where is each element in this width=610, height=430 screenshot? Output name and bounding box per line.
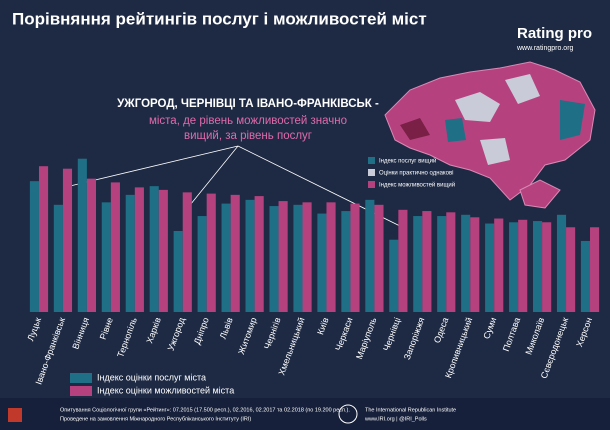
bar [101, 202, 111, 312]
bar [149, 186, 159, 312]
bar [422, 211, 432, 312]
bar [62, 168, 73, 312]
legend-label: Індекс оцінки можливостей міста [97, 385, 234, 395]
bar [29, 181, 39, 312]
map-region [480, 138, 510, 165]
bar [341, 211, 351, 312]
legend-label: Індекс оцінки послуг міста [97, 372, 206, 382]
annotation-heading: УЖГОРОД, ЧЕРНІВЦІ ТА ІВАНО-ФРАНКІВСЬК - [117, 98, 379, 110]
bar [221, 203, 231, 312]
footer-text: Проведене на замовлення Міжнародного Рес… [60, 416, 251, 422]
bar [269, 206, 279, 312]
bar [182, 192, 192, 312]
legend-swatch [70, 373, 92, 383]
bar [389, 239, 399, 312]
bar [437, 216, 447, 312]
footer-text: The International Republican Institute [365, 407, 456, 413]
footer-text: www.IRI.org | @IRI_Polls [364, 416, 427, 422]
map-region [505, 74, 540, 104]
bar [197, 216, 207, 312]
map-shape [519, 179, 561, 209]
bar [556, 214, 567, 312]
logo-url: www.ratingpro.org [516, 45, 574, 52]
map-legend-swatch [368, 169, 375, 176]
bar [158, 189, 168, 312]
bar [77, 158, 87, 312]
map [384, 61, 596, 209]
map-legend-label: Індекс можливостей вищий [379, 182, 455, 189]
bar [485, 223, 495, 312]
map-region [445, 118, 466, 142]
map-legend-swatch [368, 181, 375, 188]
bar [470, 217, 480, 312]
map-legend-swatch [368, 157, 375, 164]
bar [518, 219, 528, 312]
bar [134, 187, 144, 312]
bar [350, 203, 360, 312]
bar [206, 193, 216, 312]
bar [566, 227, 576, 312]
map-legend: Індекс послуг вищий Оцінки практично одн… [368, 157, 455, 189]
bar [494, 218, 504, 312]
bar [509, 222, 519, 312]
footer-text: Опитування Соціологічної групи «Рейтинг»… [60, 406, 350, 413]
bar [245, 199, 255, 312]
map-region [400, 118, 430, 140]
map-region [455, 92, 500, 122]
logo: Rating pro [517, 25, 592, 42]
annotation-text: міста, де рівень можливостей значно [149, 115, 347, 127]
bar [302, 202, 312, 312]
map-region [560, 100, 585, 140]
bar [374, 204, 384, 312]
bar [398, 209, 408, 312]
bar [365, 199, 375, 312]
bar [533, 221, 543, 312]
map-legend-label: Індекс послуг вищий [379, 158, 436, 165]
bar [278, 201, 288, 312]
bar [230, 194, 240, 312]
bar [317, 213, 327, 312]
map-shape [384, 61, 596, 201]
iri-logo [338, 404, 358, 424]
bar [86, 178, 96, 312]
bar [53, 204, 63, 312]
bar [413, 216, 423, 312]
bar [461, 214, 471, 312]
bar [580, 240, 591, 312]
bar [110, 182, 120, 312]
bar [38, 166, 49, 312]
annotation-text: вищий, за рівень послуг [184, 130, 312, 142]
map-legend-label: Оцінки практично однакові [379, 171, 453, 177]
bar [125, 194, 135, 312]
chart-title: Порівняння рейтингів послуг і можливосте… [12, 9, 427, 28]
bar [254, 196, 264, 312]
bar [542, 222, 552, 312]
bar [590, 227, 600, 312]
bar [446, 212, 456, 312]
footer-band [0, 398, 610, 430]
logo-mark [8, 408, 22, 422]
bar [293, 204, 303, 312]
bar [326, 202, 336, 312]
legend-swatch [70, 386, 92, 396]
bar [173, 231, 183, 312]
